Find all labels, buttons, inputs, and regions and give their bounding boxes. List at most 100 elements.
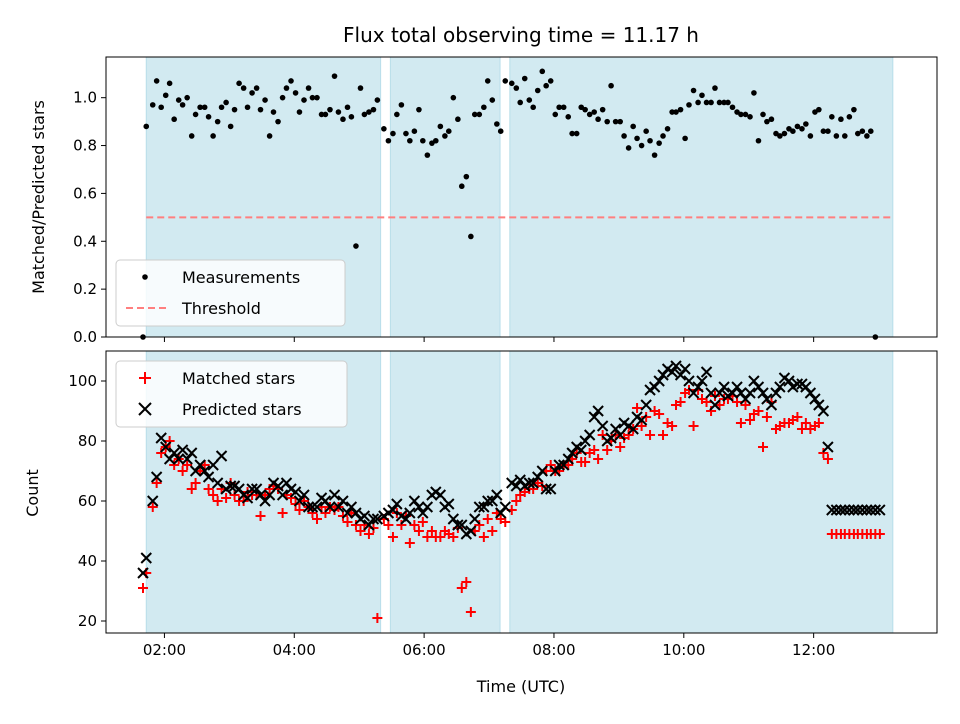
data-point-predicted bbox=[744, 387, 756, 399]
data-point-predicted bbox=[363, 519, 375, 531]
data-point-predicted bbox=[510, 480, 523, 492]
data-point bbox=[799, 125, 805, 132]
data-point bbox=[214, 118, 221, 125]
data-point-predicted bbox=[557, 459, 570, 471]
data-point bbox=[394, 111, 400, 118]
data-point-predicted bbox=[417, 507, 429, 519]
data-point-matched bbox=[753, 406, 764, 416]
data-point bbox=[481, 104, 487, 111]
data-point-matched bbox=[654, 409, 665, 419]
data-point-matched bbox=[383, 520, 394, 530]
data-point-predicted bbox=[605, 432, 617, 444]
y-tick-label: 0.6 bbox=[73, 184, 97, 202]
data-point bbox=[747, 114, 753, 120]
data-point bbox=[673, 109, 679, 115]
bottom-legend: Matched stars Predicted stars bbox=[115, 360, 348, 428]
data-point-predicted bbox=[674, 369, 687, 381]
data-point-matched bbox=[203, 484, 214, 494]
data-point-predicted bbox=[250, 483, 263, 495]
data-point bbox=[721, 99, 727, 106]
data-point-matched bbox=[683, 385, 694, 395]
data-point-predicted bbox=[478, 501, 490, 513]
data-point-predicted bbox=[447, 513, 460, 525]
data-point bbox=[279, 94, 286, 101]
data-point-matched bbox=[800, 418, 811, 428]
data-point-predicted bbox=[861, 504, 873, 516]
data-point bbox=[497, 128, 504, 134]
data-point-matched bbox=[372, 613, 383, 623]
data-point bbox=[158, 104, 164, 111]
data-point-predicted bbox=[198, 465, 211, 477]
y-tick-label: 20 bbox=[78, 612, 97, 630]
data-point-matched bbox=[735, 418, 746, 428]
data-point-predicted bbox=[207, 459, 219, 471]
data-point bbox=[197, 104, 203, 111]
data-point bbox=[494, 121, 500, 127]
data-point bbox=[179, 102, 186, 108]
data-point-predicted bbox=[579, 435, 591, 447]
data-point-predicted bbox=[726, 387, 739, 399]
data-point bbox=[344, 104, 351, 111]
data-point-matched bbox=[182, 460, 193, 470]
data-point bbox=[305, 85, 312, 91]
y-tick-label: 0.4 bbox=[73, 232, 97, 250]
data-point-predicted bbox=[817, 405, 830, 417]
data-point-predicted bbox=[804, 387, 817, 399]
data-point-predicted bbox=[752, 381, 765, 393]
x-tick-label: 02:00 bbox=[143, 641, 186, 659]
data-point-predicted bbox=[514, 474, 526, 486]
data-point bbox=[340, 116, 346, 123]
data-point-predicted bbox=[748, 375, 760, 387]
data-point-predicted bbox=[614, 429, 626, 441]
data-point bbox=[625, 145, 632, 151]
data-point bbox=[565, 114, 572, 120]
data-point-predicted bbox=[692, 381, 704, 393]
shaded-interval bbox=[389, 56, 501, 338]
data-point bbox=[450, 94, 457, 101]
data-point bbox=[669, 109, 675, 115]
data-point-predicted bbox=[280, 477, 293, 489]
data-point-predicted bbox=[434, 489, 447, 501]
data-point-predicted bbox=[259, 495, 271, 507]
data-point-matched bbox=[190, 478, 201, 488]
data-point bbox=[471, 111, 478, 118]
data-point-predicted bbox=[757, 387, 769, 399]
data-point bbox=[476, 111, 483, 118]
y-axis-label-top: Matched/Predicted stars bbox=[29, 100, 48, 294]
data-point-matched bbox=[758, 442, 769, 452]
data-point-predicted bbox=[545, 483, 557, 495]
data-point bbox=[820, 128, 827, 134]
data-point bbox=[231, 106, 238, 113]
data-point-matched bbox=[320, 508, 331, 518]
data-point-matched bbox=[597, 430, 608, 440]
data-point-matched bbox=[426, 526, 437, 536]
bottom-panel: 20 40 60 80 100 02:00 04:00 06:00 08:00 10:00 12:0… bbox=[68, 350, 938, 659]
data-point-matched bbox=[337, 511, 348, 521]
data-point-matched bbox=[602, 445, 613, 455]
data-point-predicted bbox=[735, 387, 747, 399]
data-point-predicted bbox=[575, 444, 587, 456]
data-point-matched bbox=[658, 430, 669, 440]
data-point-predicted bbox=[869, 504, 882, 516]
data-point bbox=[682, 135, 688, 142]
data-point bbox=[292, 90, 299, 96]
x-tick-label: 10:00 bbox=[662, 641, 705, 659]
data-point bbox=[348, 114, 355, 120]
data-point bbox=[803, 121, 809, 127]
data-point bbox=[420, 137, 426, 144]
data-point-predicted bbox=[495, 507, 507, 519]
top-axes-frame bbox=[105, 56, 938, 338]
data-point bbox=[738, 111, 744, 118]
data-point-predicted bbox=[657, 369, 669, 381]
data-point bbox=[192, 111, 199, 118]
data-point bbox=[175, 97, 182, 103]
data-point-predicted bbox=[176, 444, 189, 456]
data-point-matched bbox=[156, 448, 167, 458]
data-point-matched bbox=[138, 583, 149, 593]
legend-marker-x bbox=[138, 402, 152, 416]
data-point bbox=[403, 130, 409, 137]
data-point bbox=[729, 104, 736, 111]
data-point-predicted bbox=[413, 501, 425, 513]
data-point-predicted bbox=[408, 495, 421, 507]
data-point-predicted bbox=[491, 489, 503, 501]
